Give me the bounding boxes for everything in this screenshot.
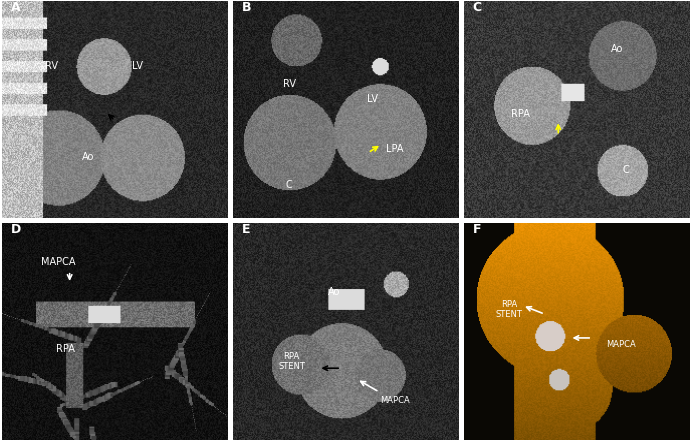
- Text: F: F: [473, 223, 481, 236]
- Text: RPA: RPA: [511, 109, 529, 119]
- Text: MAPCA: MAPCA: [380, 396, 410, 405]
- Text: Ao: Ao: [82, 152, 94, 162]
- Text: Ao: Ao: [328, 288, 341, 298]
- Text: RV: RV: [45, 61, 58, 71]
- Text: MAPCA: MAPCA: [41, 257, 75, 267]
- Text: E: E: [242, 223, 250, 236]
- Text: RPA
STENT: RPA STENT: [278, 352, 305, 371]
- Text: MAPCA: MAPCA: [607, 340, 636, 349]
- Text: RV: RV: [283, 78, 296, 89]
- Text: RPA
STENT: RPA STENT: [495, 300, 522, 319]
- Text: A: A: [11, 1, 21, 14]
- Text: Ao: Ao: [611, 44, 623, 54]
- Text: LV: LV: [132, 61, 143, 71]
- Text: B: B: [242, 1, 252, 14]
- Text: C: C: [473, 1, 482, 14]
- Text: LPA: LPA: [386, 143, 404, 153]
- Text: C: C: [286, 180, 292, 191]
- Text: LV: LV: [367, 94, 378, 104]
- Text: RPA: RPA: [56, 344, 75, 354]
- Text: D: D: [11, 223, 21, 236]
- Text: C: C: [623, 165, 630, 175]
